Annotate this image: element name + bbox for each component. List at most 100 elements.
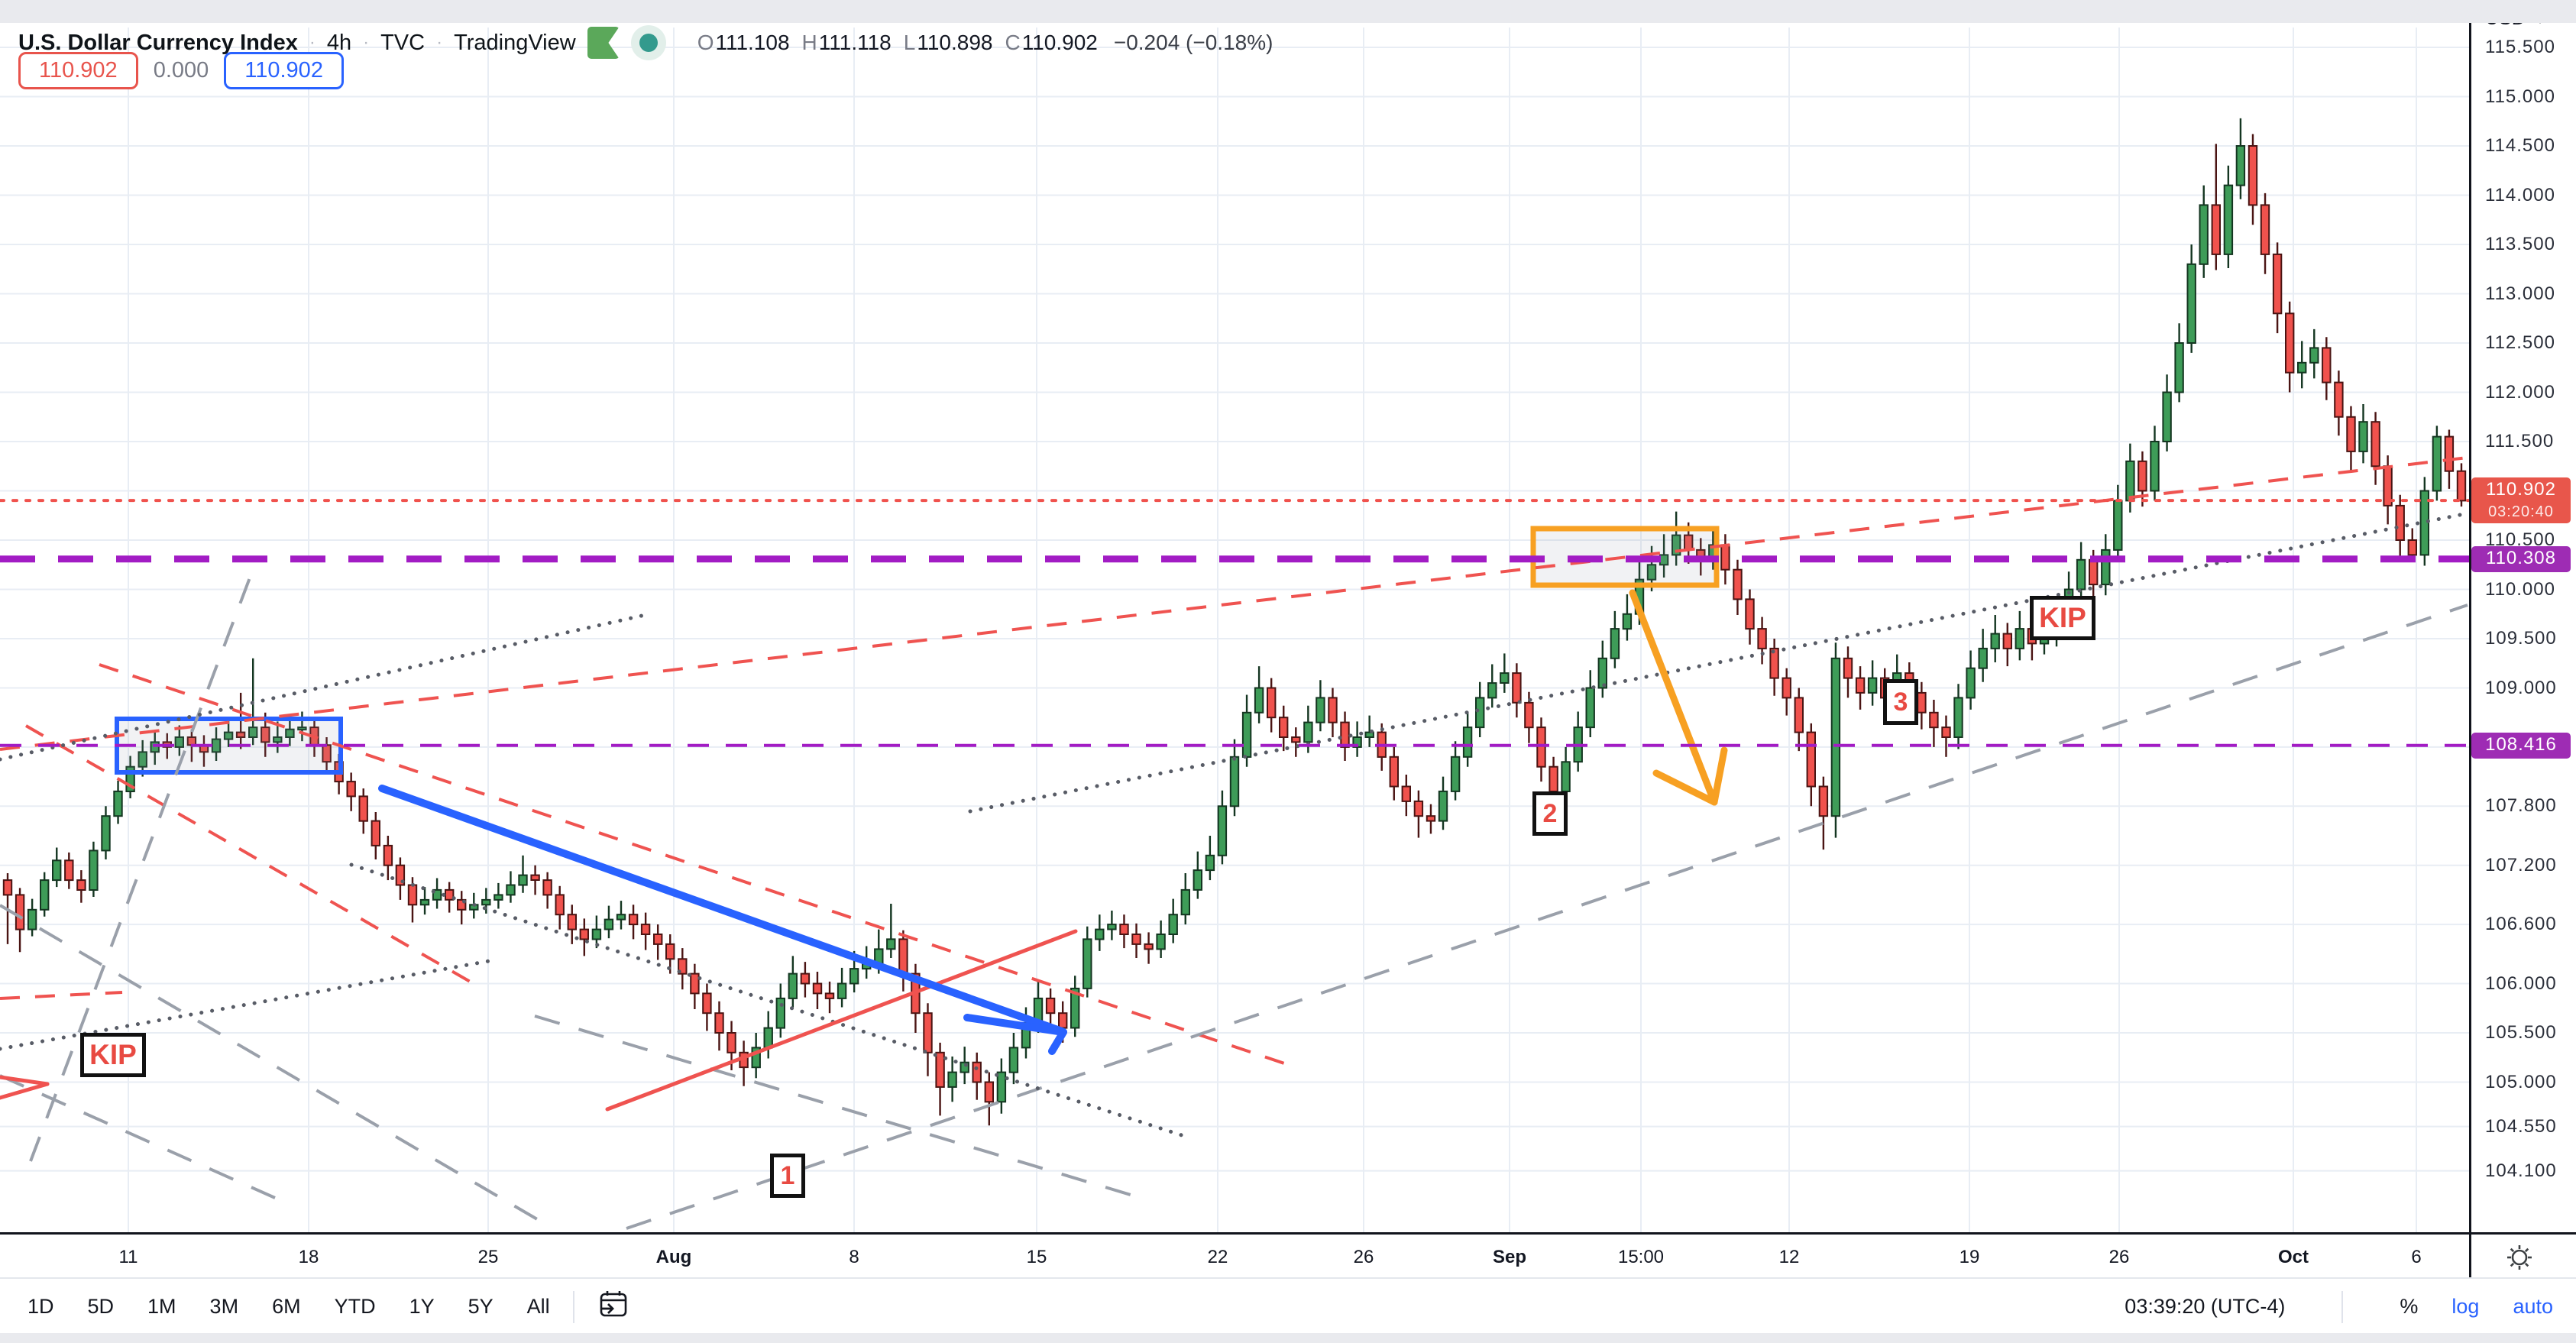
candle-body — [886, 938, 896, 950]
price-tick: 105.500 — [2485, 1022, 2557, 1043]
time-label: 26 — [1353, 1246, 1374, 1267]
page-margin-bottom — [0, 1333, 2576, 1343]
price-tick: 107.800 — [2485, 795, 2557, 817]
percent-scale-button[interactable]: % — [2400, 1295, 2419, 1318]
log-scale-button[interactable]: log — [2451, 1295, 2480, 1318]
candle-body — [1364, 731, 1374, 738]
clock-label[interactable]: 03:39:20 (UTC-4) — [2125, 1295, 2286, 1318]
gray-dashed-trendline-4 — [0, 1074, 276, 1199]
red-chevron-bottom — [0, 1082, 50, 1100]
range-button-1m[interactable]: 1M — [147, 1295, 176, 1318]
candle-body — [1536, 727, 1546, 768]
auto-scale-button[interactable]: auto — [2513, 1295, 2553, 1318]
blue-arrow-hook — [1048, 1028, 1067, 1055]
candle-body — [1205, 854, 1215, 872]
price-box-blue[interactable]: 110.902 — [224, 52, 344, 89]
gray-dashed-channel — [626, 604, 2468, 1230]
axis-settings-button[interactable] — [2504, 1242, 2535, 1273]
price-box-red[interactable]: 110.902 — [18, 52, 138, 89]
price-tick: 114.000 — [2485, 184, 2555, 205]
candle-body — [665, 943, 675, 960]
candle-body — [2199, 204, 2209, 265]
candle-body — [1303, 721, 1313, 743]
kip-label-left[interactable]: KIP — [80, 1033, 146, 1077]
candle-body — [972, 1061, 982, 1083]
wave-label-2[interactable]: 2 — [1532, 791, 1568, 836]
range-button-ytd[interactable]: YTD — [334, 1295, 376, 1318]
candle-body — [395, 864, 406, 886]
candle-body — [923, 1012, 933, 1053]
candle-body — [419, 898, 430, 906]
candle-body — [1107, 924, 1117, 930]
candle-body — [1095, 928, 1105, 940]
candle-body — [76, 879, 86, 891]
candle-body — [678, 958, 688, 975]
price-axis[interactable]: USD 115.500115.000114.500114.000113.5001… — [2469, 0, 2576, 1232]
candle-body — [1646, 564, 1657, 581]
level-badge-108416: 108.416 — [2471, 732, 2571, 759]
candle-body — [1168, 914, 1178, 935]
candle-body — [2101, 549, 2111, 586]
gray-dashed-trendline-1 — [29, 561, 257, 1162]
range-button-3m[interactable]: 3M — [209, 1295, 239, 1318]
candle-body — [1328, 697, 1338, 723]
candle-body — [1131, 934, 1141, 945]
exchange-label: TVC — [380, 30, 426, 55]
candle-body — [125, 765, 135, 793]
candle-body — [1156, 934, 1166, 950]
candle-body — [1401, 785, 1411, 802]
wave-label-1[interactable]: 1 — [770, 1154, 805, 1198]
candle-body — [788, 972, 798, 999]
symbol-title[interactable]: U.S. Dollar Currency Index — [18, 30, 298, 55]
toolbar-divider — [572, 1290, 574, 1323]
red-chevron-top — [0, 1075, 50, 1086]
kip-label-right[interactable]: KIP — [2030, 596, 2095, 640]
chart-header: U.S. Dollar Currency Index · 4h · TVC · … — [18, 23, 1273, 63]
candle-body — [1610, 628, 1620, 659]
time-label: 15 — [1026, 1246, 1047, 1267]
candle-body — [2162, 391, 2172, 442]
candle-body — [248, 727, 258, 738]
candle-body — [2186, 263, 2196, 344]
candle-body — [579, 928, 589, 940]
candle-body — [52, 859, 62, 882]
candle-body — [1745, 598, 1755, 630]
candle-body — [2346, 416, 2356, 452]
time-label: 26 — [2108, 1246, 2130, 1267]
candle-body — [1855, 677, 1866, 694]
time-axis[interactable]: 11 18 25 Aug 8 15 22 26 Sep 15:00 12 19 26 Oct 6 — [0, 1232, 2576, 1280]
candle-body — [1144, 943, 1154, 950]
range-button-all[interactable]: All — [526, 1295, 550, 1318]
candle-body — [2358, 421, 2368, 452]
candle-body — [690, 972, 700, 995]
flag-icon[interactable] — [587, 27, 620, 59]
time-label: 22 — [1207, 1246, 1228, 1267]
go-to-date-button[interactable] — [597, 1288, 629, 1325]
platform-link[interactable]: TradingView — [454, 30, 576, 55]
candle-body — [273, 736, 283, 743]
candle-body — [174, 736, 185, 748]
interval-button[interactable]: 4h — [326, 30, 352, 55]
range-button-5y[interactable]: 5Y — [468, 1295, 494, 1318]
candle-body — [150, 741, 160, 753]
candle-body — [960, 1061, 969, 1073]
calendar-arrow-icon — [600, 1291, 626, 1317]
candle-body — [2260, 204, 2270, 255]
price-tick: 115.000 — [2485, 86, 2555, 107]
price-tick: 112.000 — [2485, 381, 2555, 403]
range-button-1y[interactable]: 1Y — [409, 1295, 435, 1318]
candle-body — [101, 815, 111, 852]
level-badge-110308: 110.308 — [2471, 545, 2571, 572]
wave-label-3[interactable]: 3 — [1883, 679, 1918, 725]
candle-body — [555, 894, 565, 916]
candle-body — [1316, 697, 1325, 723]
candle-body — [1389, 756, 1399, 788]
range-button-6m[interactable]: 6M — [272, 1295, 301, 1318]
range-button-1d[interactable]: 1D — [28, 1295, 54, 1318]
range-button-5d[interactable]: 5D — [87, 1295, 115, 1318]
candle-body — [1450, 756, 1461, 792]
price-chart[interactable] — [0, 0, 2469, 1232]
drawing-lines — [0, 456, 2469, 1230]
chart-panel — [0, 23, 2576, 1333]
price-tick: 114.500 — [2485, 135, 2555, 156]
